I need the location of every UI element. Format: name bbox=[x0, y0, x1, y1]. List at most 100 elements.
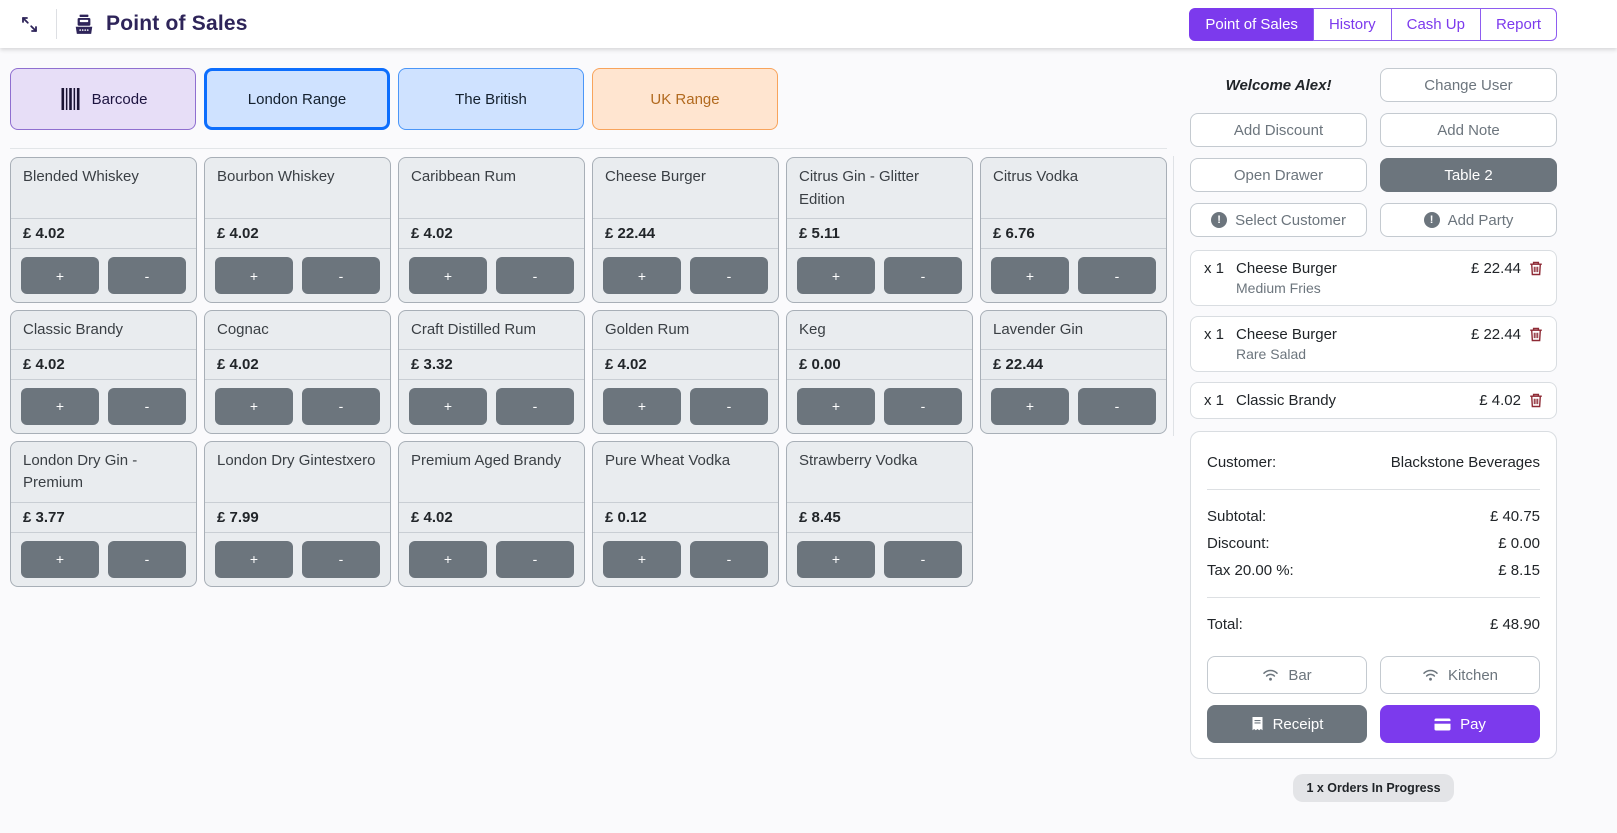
product-quantity-controls: + - bbox=[205, 380, 390, 433]
increase-quantity-button[interactable]: + bbox=[409, 540, 487, 578]
product-card: Golden Rum £ 4.02 + - bbox=[592, 310, 779, 434]
decrease-quantity-button[interactable]: - bbox=[108, 387, 186, 425]
category-label: Barcode bbox=[91, 90, 148, 108]
delete-item-icon[interactable] bbox=[1529, 261, 1543, 276]
decrease-quantity-button[interactable]: - bbox=[108, 540, 186, 578]
product-card: Strawberry Vodka £ 8.45 + - bbox=[786, 440, 973, 587]
decrease-quantity-button[interactable]: - bbox=[690, 257, 768, 294]
decrease-quantity-button[interactable]: - bbox=[1078, 387, 1156, 425]
customer-value: Blackstone Beverages bbox=[1390, 454, 1540, 471]
customer-label: Customer: bbox=[1207, 454, 1277, 471]
add-note-button[interactable]: Add Note bbox=[1380, 113, 1557, 147]
decrease-quantity-button[interactable]: - bbox=[302, 540, 380, 578]
product-price: £ 4.02 bbox=[11, 350, 196, 380]
decrease-quantity-button[interactable]: - bbox=[690, 387, 768, 425]
orders-badge-wrap: 1 x Orders In Progress bbox=[1190, 774, 1557, 802]
category-barcode[interactable]: Barcode bbox=[10, 68, 196, 130]
product-quantity-controls: + - bbox=[787, 249, 972, 302]
increase-quantity-button[interactable]: + bbox=[797, 540, 875, 578]
increase-quantity-button[interactable]: + bbox=[21, 257, 99, 294]
increase-quantity-button[interactable]: + bbox=[797, 387, 875, 425]
total-label: Total: bbox=[1207, 616, 1243, 633]
decrease-quantity-button[interactable]: - bbox=[108, 257, 186, 294]
category-london-range[interactable]: London Range bbox=[204, 68, 390, 130]
product-card: Bourbon Whiskey £ 4.02 + - bbox=[204, 157, 391, 303]
order-item-name: Cheese Burger bbox=[1236, 326, 1337, 343]
decrease-quantity-button[interactable]: - bbox=[884, 540, 962, 578]
add-party-button[interactable]: ! Add Party bbox=[1380, 203, 1557, 237]
increase-quantity-button[interactable]: + bbox=[215, 540, 293, 578]
category-the-british[interactable]: The British bbox=[398, 68, 584, 130]
product-name: Classic Brandy bbox=[11, 311, 196, 350]
increase-quantity-button[interactable]: + bbox=[797, 257, 875, 294]
product-name: Citrus Gin - Glitter Edition bbox=[787, 158, 972, 219]
category-uk-range[interactable]: UK Range bbox=[592, 68, 778, 130]
receipt-label: Receipt bbox=[1272, 715, 1324, 733]
product-price: £ 8.45 bbox=[787, 503, 972, 533]
increase-quantity-button[interactable]: + bbox=[215, 387, 293, 425]
decrease-quantity-button[interactable]: - bbox=[302, 387, 380, 425]
tab-history[interactable]: History bbox=[1312, 7, 1392, 41]
order-item-price: £ 22.44 bbox=[1470, 260, 1521, 277]
decrease-quantity-button[interactable]: - bbox=[496, 387, 574, 425]
change-user-button[interactable]: Change User bbox=[1380, 68, 1557, 102]
add-discount-button[interactable]: Add Discount bbox=[1190, 113, 1367, 147]
product-card: London Dry Gintestxero £ 7.99 + - bbox=[204, 440, 391, 587]
decrease-quantity-button[interactable]: - bbox=[884, 257, 962, 294]
decrease-quantity-button[interactable]: - bbox=[1078, 257, 1156, 294]
order-item-note: Medium Fries bbox=[1236, 280, 1321, 296]
decrease-quantity-button[interactable]: - bbox=[496, 257, 574, 294]
increase-quantity-button[interactable]: + bbox=[21, 540, 99, 578]
tab-cash-up[interactable]: Cash Up bbox=[1390, 7, 1481, 41]
product-card: Craft Distilled Rum £ 3.32 + - bbox=[398, 310, 585, 434]
increase-quantity-button[interactable]: + bbox=[21, 387, 99, 425]
pay-button[interactable]: Pay bbox=[1380, 705, 1540, 743]
tab-report[interactable]: Report bbox=[1479, 7, 1557, 41]
order-item: x 1 Cheese Burger £ 22.44 Medium Fries bbox=[1190, 250, 1557, 306]
products-panel: Barcode London Range The British UK Range B… bbox=[10, 68, 1174, 802]
product-price: £ 22.44 bbox=[593, 219, 778, 249]
send-to-kitchen-button[interactable]: Kitchen bbox=[1380, 656, 1540, 694]
table-button[interactable]: Table 2 bbox=[1380, 158, 1557, 192]
product-card: Caribbean Rum £ 4.02 + - bbox=[398, 157, 585, 303]
decrease-quantity-button[interactable]: - bbox=[884, 387, 962, 425]
delete-item-icon[interactable] bbox=[1529, 327, 1543, 342]
fullscreen-toggle-button[interactable] bbox=[10, 5, 48, 43]
increase-quantity-button[interactable]: + bbox=[603, 257, 681, 294]
increase-quantity-button[interactable]: + bbox=[991, 387, 1069, 425]
product-card: Keg £ 0.00 + - bbox=[786, 310, 973, 434]
orders-in-progress-badge[interactable]: 1 x Orders In Progress bbox=[1293, 774, 1454, 802]
product-quantity-controls: + - bbox=[593, 533, 778, 586]
product-price: £ 4.02 bbox=[593, 350, 778, 380]
tab-point-of-sales[interactable]: Point of Sales bbox=[1189, 7, 1314, 41]
category-label: UK Range bbox=[650, 90, 720, 108]
open-drawer-button[interactable]: Open Drawer bbox=[1190, 158, 1367, 192]
increase-quantity-button[interactable]: + bbox=[409, 257, 487, 294]
category-label: The British bbox=[455, 90, 527, 108]
increase-quantity-button[interactable]: + bbox=[409, 387, 487, 425]
select-customer-button[interactable]: ! Select Customer bbox=[1190, 203, 1367, 237]
product-quantity-controls: + - bbox=[981, 249, 1166, 302]
tax-value: £ 8.15 bbox=[1498, 562, 1540, 579]
product-quantity-controls: + - bbox=[205, 533, 390, 586]
increase-quantity-button[interactable]: + bbox=[991, 257, 1069, 294]
bar-label: Bar bbox=[1288, 666, 1312, 684]
increase-quantity-button[interactable]: + bbox=[215, 257, 293, 294]
product-price: £ 4.02 bbox=[399, 503, 584, 533]
delete-item-icon[interactable] bbox=[1529, 393, 1543, 408]
increase-quantity-button[interactable]: + bbox=[603, 540, 681, 578]
order-item-note: Rare Salad bbox=[1236, 346, 1307, 362]
increase-quantity-button[interactable]: + bbox=[603, 387, 681, 425]
decrease-quantity-button[interactable]: - bbox=[690, 540, 768, 578]
product-card: Cognac £ 4.02 + - bbox=[204, 310, 391, 434]
product-quantity-controls: + - bbox=[11, 380, 196, 433]
decrease-quantity-button[interactable]: - bbox=[302, 257, 380, 294]
send-to-bar-button[interactable]: Bar bbox=[1207, 656, 1367, 694]
decrease-quantity-button[interactable]: - bbox=[496, 540, 574, 578]
order-item-row: x 1 Classic Brandy £ 4.02 bbox=[1204, 392, 1543, 409]
product-name: London Dry Gin - Premium bbox=[11, 442, 196, 503]
order-sidebar: Welcome Alex! Change User Add Discount A… bbox=[1190, 68, 1557, 802]
order-item-name: Classic Brandy bbox=[1236, 392, 1337, 409]
kitchen-label: Kitchen bbox=[1447, 666, 1499, 684]
receipt-button[interactable]: Receipt bbox=[1207, 705, 1367, 743]
